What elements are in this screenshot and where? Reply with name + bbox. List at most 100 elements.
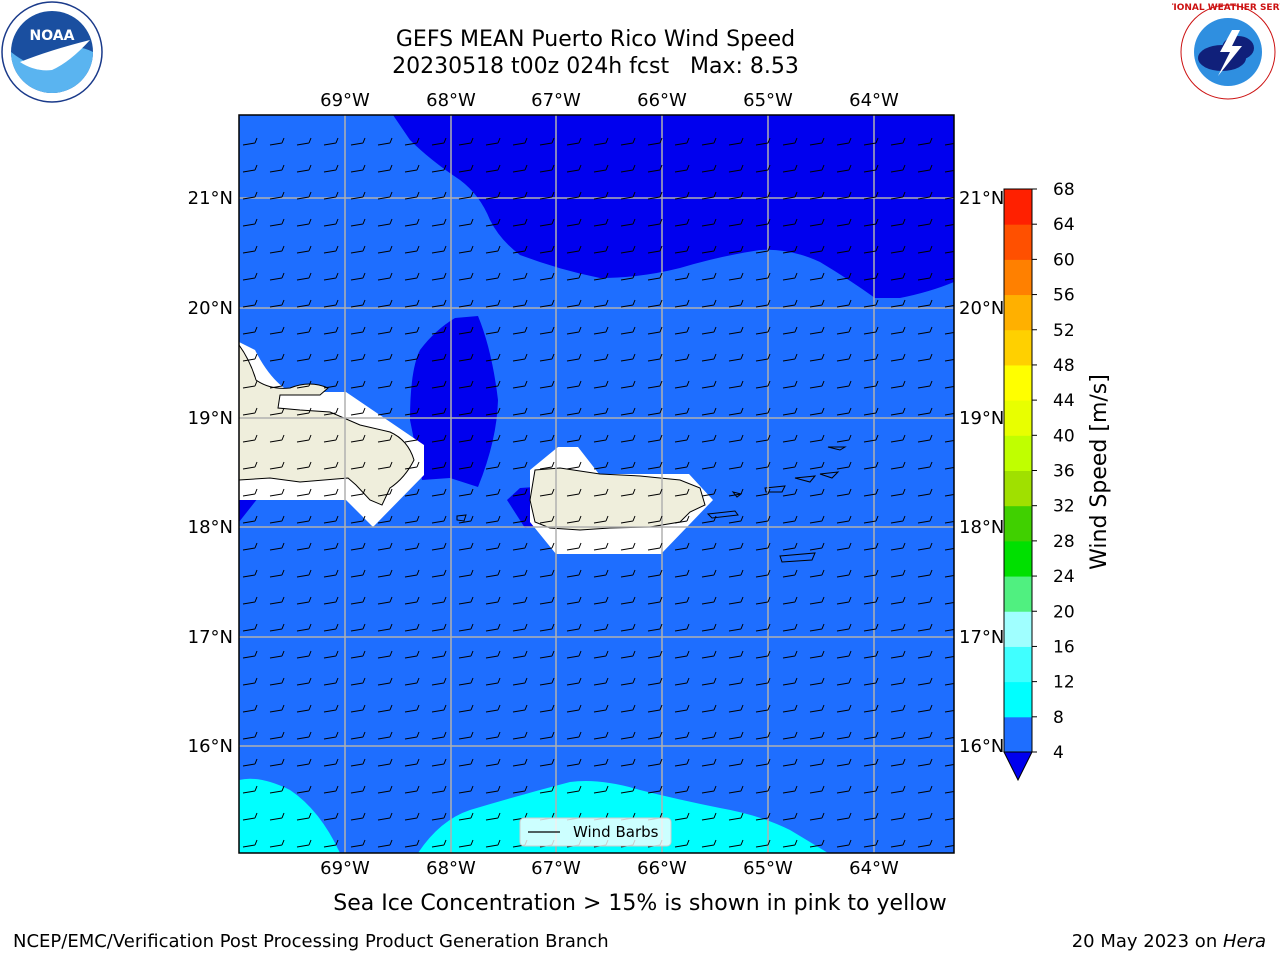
wind-barb <box>485 596 501 605</box>
wind-barb <box>809 218 825 227</box>
wind-barb <box>944 439 954 443</box>
wind-barb <box>674 164 690 173</box>
wind-barb <box>620 272 636 281</box>
wind-barb <box>728 677 744 686</box>
wind-barb <box>296 569 312 578</box>
wind-barb <box>458 569 474 578</box>
wind-barb <box>674 677 690 686</box>
wind-barb <box>269 434 285 443</box>
wind-barb <box>539 542 555 551</box>
wind-barb <box>539 623 555 632</box>
wind-barb <box>323 461 339 470</box>
wind-barb <box>242 326 258 335</box>
wind-barb <box>809 731 825 740</box>
wind-barb <box>269 380 285 389</box>
wind-barb <box>647 191 663 200</box>
wind-barb <box>269 623 285 632</box>
wind-barb <box>323 812 339 821</box>
wind-barb <box>404 272 420 281</box>
wind-barb <box>944 655 954 659</box>
wind-barb <box>323 137 339 146</box>
wind-barb <box>809 488 825 497</box>
wind-barb <box>890 650 906 659</box>
wind-barb <box>539 407 555 416</box>
colorbar-segment <box>1004 540 1032 577</box>
wind-barb <box>269 677 285 686</box>
wind-barb <box>485 731 501 740</box>
wind-barb <box>944 844 954 848</box>
wind-barb <box>917 461 933 470</box>
wind-barb <box>917 218 933 227</box>
wind-barb <box>377 623 393 632</box>
wind-barb <box>755 272 771 281</box>
wind-barb <box>890 461 906 470</box>
wind-barb <box>701 623 717 632</box>
wind-barb <box>809 812 825 821</box>
wind-barb <box>242 758 258 767</box>
wind-barb <box>836 623 852 632</box>
wind-barb <box>269 326 285 335</box>
wind-barb <box>755 650 771 659</box>
wind-barb <box>512 650 528 659</box>
wind-barb <box>350 245 366 254</box>
wind-barb <box>539 488 555 497</box>
wind-barb <box>647 461 663 470</box>
wind-barb <box>863 677 879 686</box>
wind-barb <box>350 812 366 821</box>
wind-barb <box>674 569 690 578</box>
wind-barb <box>944 763 954 767</box>
wind-barb <box>647 569 663 578</box>
wind-barb <box>377 434 393 443</box>
noaa-logo: NOAA <box>1 1 103 103</box>
wind-barb <box>377 515 393 524</box>
wind-barb <box>269 569 285 578</box>
wind-barb <box>269 542 285 551</box>
wind-barb <box>674 137 690 146</box>
wind-barb <box>539 758 555 767</box>
wind-barb <box>350 461 366 470</box>
wind-barb <box>512 542 528 551</box>
wind-barb <box>620 596 636 605</box>
wind-barb <box>755 758 771 767</box>
wind-barb <box>269 812 285 821</box>
wind-barb <box>323 164 339 173</box>
wind-barb <box>458 677 474 686</box>
wind-barb <box>863 407 879 416</box>
wind-barb <box>863 704 879 713</box>
wind-barb <box>701 164 717 173</box>
wind-barb <box>485 299 501 308</box>
title-line-2: 20230518 t00z 024h fcst Max: 8.53 <box>392 54 799 79</box>
wind-barb <box>782 245 798 254</box>
wind-barb <box>269 785 285 794</box>
wind-barb <box>917 434 933 443</box>
wind-barb <box>350 758 366 767</box>
wind-barb <box>647 596 663 605</box>
wind-barb <box>593 596 609 605</box>
wind-barb <box>323 299 339 308</box>
wind-barb <box>728 380 744 389</box>
wind-barb <box>701 326 717 335</box>
wind-barb <box>917 785 933 794</box>
wind-barb <box>836 542 852 551</box>
wind-barb <box>350 488 366 497</box>
map-frame <box>238 114 955 854</box>
wind-barb <box>539 596 555 605</box>
wind-barb <box>485 137 501 146</box>
wind-barb <box>674 515 690 524</box>
wind-barb <box>863 785 879 794</box>
wind-barb <box>944 709 954 713</box>
wind-barb <box>296 326 312 335</box>
colorbar-tick-label: 44 <box>1053 391 1075 411</box>
wind-barb <box>647 542 663 551</box>
wind-barb <box>620 191 636 200</box>
wind-barb <box>728 137 744 146</box>
wind-barb <box>350 164 366 173</box>
wind-barb <box>404 353 420 362</box>
wind-barb <box>782 488 798 497</box>
wind-barb <box>323 191 339 200</box>
wind-barb <box>458 326 474 335</box>
wind-barb <box>593 218 609 227</box>
wind-barb <box>890 569 906 578</box>
wind-barb <box>647 758 663 767</box>
